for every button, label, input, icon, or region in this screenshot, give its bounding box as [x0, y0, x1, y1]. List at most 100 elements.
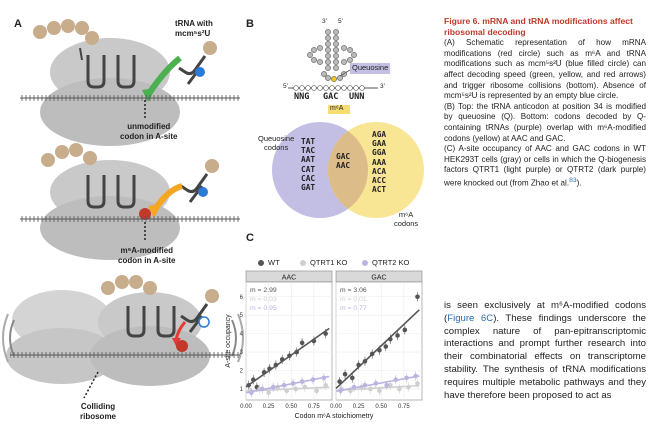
- panel-c-chart: AAC m = 2.99 m = 0.03 m = 0.95 0.00 0.25 0.50 0…: [225, 270, 423, 420]
- data-point: [323, 382, 328, 388]
- unmodified-codon-label: unmodified codon in A-site: [120, 122, 177, 141]
- data-point: [384, 382, 389, 388]
- facet-panel: [245, 281, 333, 401]
- data-point: [287, 353, 292, 359]
- data-point: [314, 388, 319, 394]
- panel-b-diagram: [272, 29, 424, 218]
- trend-line: [245, 375, 330, 394]
- data-point: [393, 377, 399, 383]
- left-codon: GAT: [301, 183, 316, 193]
- panel-label-c: C: [246, 232, 254, 244]
- data-point: [259, 386, 265, 392]
- unmodified-label-line1: unmodified: [127, 122, 171, 131]
- facet-panel: [335, 281, 423, 401]
- data-point: [267, 366, 272, 371]
- x-tick-label: 0.50: [375, 404, 387, 410]
- data-point: [338, 388, 343, 394]
- panel-label-b: B: [246, 18, 254, 30]
- legend-wt: WT: [258, 258, 280, 267]
- data-point: [311, 338, 317, 344]
- left-codon: TAT: [301, 137, 316, 146]
- trna-5prime: 5': [338, 18, 343, 25]
- body-text-pre: is seen exclusively at m⁶A-modified codo…: [444, 300, 646, 324]
- legend-wt-label: WT: [268, 258, 280, 267]
- colliding-label-line2: ribosome: [80, 411, 117, 421]
- data-point: [321, 375, 327, 381]
- codon-gac: GAC: [323, 92, 339, 102]
- caption-part-a: (A) Schematic representation of how mRNA…: [444, 38, 646, 101]
- m6a-codons-line1: m⁶A: [398, 210, 414, 219]
- data-point: [402, 327, 408, 333]
- figure-caption: Figure 6. mRNA and tRNA modifications af…: [444, 16, 646, 189]
- caption-reference-link[interactable]: 83: [569, 176, 577, 184]
- slope-label: m = 0.01: [340, 296, 367, 303]
- data-point: [246, 382, 252, 388]
- data-point: [395, 333, 400, 338]
- data-point: [388, 336, 393, 342]
- data-point: [413, 373, 418, 379]
- x-tick-label: 0.75: [398, 404, 410, 410]
- right-codon: ACT: [372, 185, 387, 195]
- data-point: [388, 382, 393, 388]
- data-point: [273, 362, 279, 368]
- data-point: [299, 340, 305, 346]
- right-codon: ACA: [372, 166, 387, 176]
- y-axis-label: A-site occupancy: [225, 314, 232, 368]
- trna-cloverleaf: [307, 29, 357, 82]
- m6a-tag: m⁶A: [330, 105, 344, 112]
- y-tick-label: 3: [240, 350, 244, 356]
- slope-label: m = 0.95: [250, 305, 277, 312]
- x-tick-label: 0.25: [263, 404, 275, 410]
- left-codon: AAT: [301, 155, 316, 165]
- panel-label-a: A: [14, 18, 22, 30]
- data-point: [406, 384, 411, 390]
- data-point: [279, 357, 285, 362]
- caption-title: Figure 6. mRNA and tRNA modifications af…: [444, 16, 633, 37]
- data-point: [397, 386, 402, 392]
- data-point: [362, 382, 368, 388]
- codon-nng: NNG: [294, 92, 310, 102]
- figure-6c-link[interactable]: Figure 6C: [447, 312, 494, 324]
- caption-part-c-text: (C) A-site occupancy of AAC and GAC codo…: [444, 144, 646, 188]
- data-point: [250, 377, 256, 383]
- mrna-3prime: 3': [380, 83, 385, 90]
- legend-qtrt2-label: QTRT2 KO: [372, 258, 410, 267]
- data-point: [266, 390, 271, 395]
- right-codon: GGA: [372, 148, 387, 158]
- data-point: [377, 388, 382, 394]
- colliding-label-line1: Colliding: [80, 402, 116, 411]
- right-codon: AGA: [372, 130, 387, 139]
- slope-label: m = 0.77: [340, 305, 367, 312]
- body-paragraph: is seen exclusively at m⁶A-modified codo…: [444, 300, 646, 402]
- slope-label: m = 0.03: [250, 296, 277, 303]
- overlap-codon: AAC: [336, 161, 351, 171]
- queuosine-label: Queuosine: [352, 63, 389, 72]
- legend-qtrt2: QTRT2 KO: [362, 258, 409, 267]
- data-point: [404, 375, 409, 381]
- left-codon: CAT: [301, 164, 316, 174]
- left-codon: TAC: [301, 146, 316, 156]
- trna-label-line1: tRNA with: [175, 19, 213, 28]
- colliding-ribosome-label: Colliding ribosome: [80, 402, 116, 421]
- caption-part-c-end: ).: [576, 178, 582, 188]
- data-point: [284, 388, 290, 394]
- data-point: [349, 375, 355, 381]
- x-tick-label: 0.25: [353, 404, 365, 410]
- legend-wt-marker: [258, 259, 264, 266]
- trend-line: [245, 327, 330, 388]
- data-point: [293, 386, 299, 392]
- data-point: [323, 331, 328, 336]
- x-axis-label: Codon m⁶A stoichiometry: [295, 413, 374, 420]
- y-tick-label: 1: [240, 387, 244, 393]
- panel-a-schematic: [2, 19, 244, 399]
- data-point: [261, 370, 267, 375]
- data-point: [368, 386, 373, 392]
- y-tick-label: 5: [240, 313, 244, 319]
- data-point: [415, 294, 420, 300]
- legend-qtrt2-marker: [362, 259, 368, 266]
- legend-qtrt1: QTRT1 KO: [300, 258, 347, 267]
- body-text-post: ). These findings underscore the complex…: [444, 312, 647, 401]
- x-tick-label: 0.00: [240, 404, 252, 410]
- data-point: [362, 358, 368, 364]
- q-codons-line1: Queuosine: [258, 134, 295, 143]
